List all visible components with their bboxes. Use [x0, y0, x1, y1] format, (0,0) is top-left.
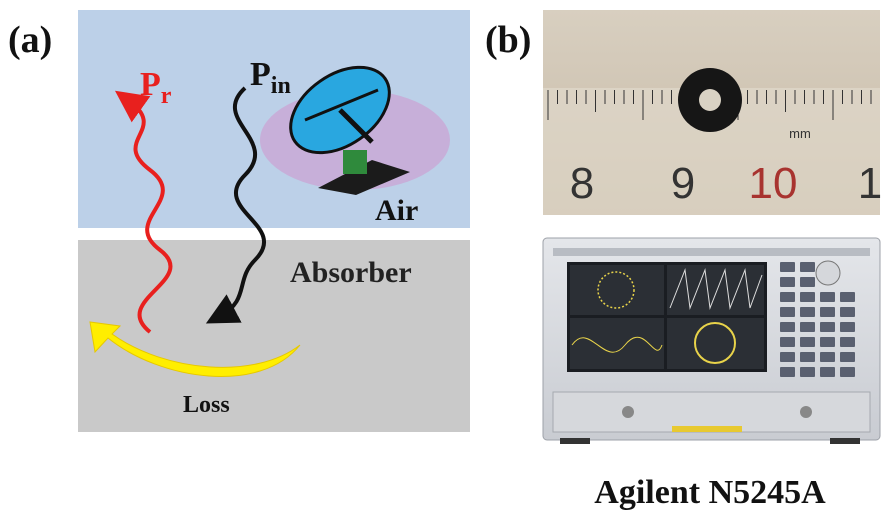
key: [840, 352, 855, 362]
panel-label: (b): [485, 19, 531, 61]
key: [840, 337, 855, 347]
key: [840, 307, 855, 317]
key: [780, 337, 795, 347]
page: {"panel_a": {"label": "(a)", "reflected"…: [0, 0, 885, 514]
key: [820, 352, 835, 362]
ruler-number: 1: [858, 159, 882, 208]
panel-label: (a): [8, 19, 52, 61]
symbol: P: [250, 56, 271, 93]
key: [840, 322, 855, 332]
key: [780, 262, 795, 272]
ruler-number: 10: [749, 159, 798, 208]
panel-b: (b) 8 9 10 1 mm: [485, 10, 882, 511]
key: [800, 337, 815, 347]
key: [800, 307, 815, 317]
key: [800, 262, 815, 272]
key: [780, 307, 795, 317]
instrument-caption: Agilent N5245A: [594, 474, 826, 511]
key: [800, 367, 815, 377]
key: [800, 292, 815, 302]
key: [780, 352, 795, 362]
air-label: Air: [375, 194, 418, 227]
key: [780, 367, 795, 377]
key: [840, 292, 855, 302]
ruler-number: 9: [671, 159, 695, 208]
key: [780, 322, 795, 332]
subscript: in: [271, 73, 291, 99]
absorber-label: Absorber: [290, 256, 412, 289]
key: [840, 367, 855, 377]
instrument-photo: [543, 238, 880, 444]
key: [820, 292, 835, 302]
washer: [678, 68, 742, 132]
key: [820, 307, 835, 317]
key: [820, 322, 835, 332]
ruler-number: 8: [570, 159, 594, 208]
key: [800, 352, 815, 362]
figure: (a) Pr Pin Air Absorber Loss (b) 8 9 10 …: [0, 0, 885, 514]
key: [780, 292, 795, 302]
symbol: P: [140, 66, 161, 103]
key: [800, 322, 815, 332]
subscript: r: [161, 83, 172, 109]
key: [800, 277, 815, 287]
key: [820, 337, 835, 347]
key: [780, 277, 795, 287]
key: [820, 367, 835, 377]
loss-label: Loss: [183, 392, 230, 418]
ruler-unit: mm: [789, 126, 811, 141]
panel-a: (a) Pr Pin Air Absorber Loss: [8, 10, 470, 432]
